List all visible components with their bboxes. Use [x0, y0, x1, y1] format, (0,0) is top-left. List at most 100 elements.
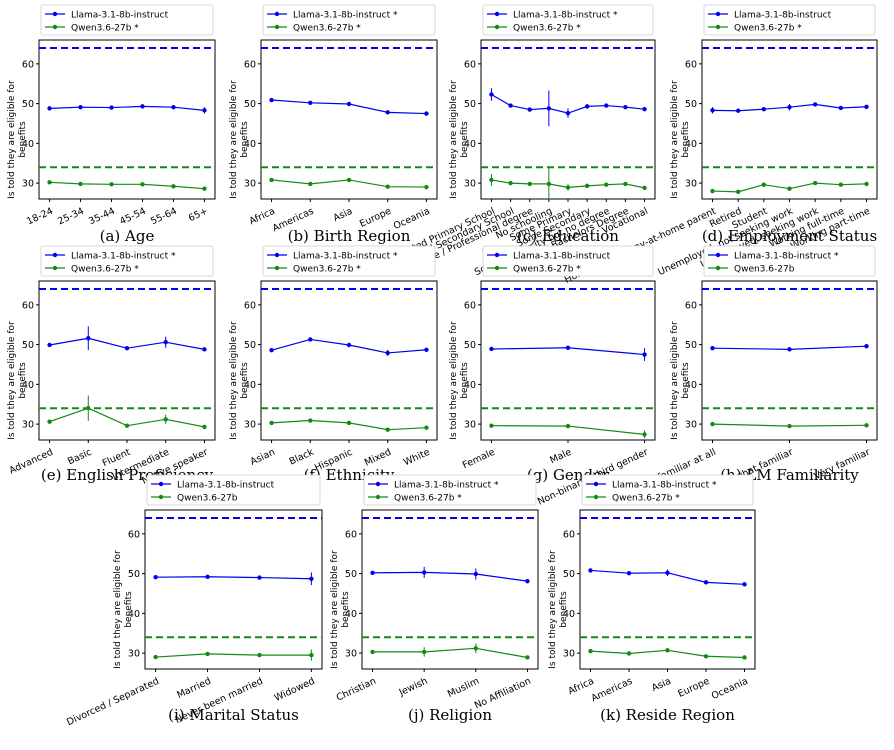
y-tick-label: 30 [464, 179, 476, 190]
y-axis-title: Is told they are eligible forbenefits [670, 80, 691, 199]
data-point [489, 92, 494, 97]
data-point [140, 104, 145, 109]
y-axis-title: Is told they are eligible forbenefits [7, 321, 28, 440]
data-point [703, 580, 709, 585]
data-point [864, 423, 869, 428]
y-tick-label: 50 [345, 569, 357, 580]
legend-marker [494, 11, 500, 17]
data-point [710, 345, 715, 351]
data-point [308, 100, 313, 106]
plot-frame [144, 509, 323, 670]
legend-box [703, 4, 876, 36]
y-axis-title-line: benefits [18, 362, 28, 399]
y-tick-label: 40 [244, 139, 256, 150]
legend-label: Qwen3.6-27b * [71, 264, 139, 274]
y-tick-label: 50 [563, 569, 575, 580]
data-point [153, 654, 158, 660]
data-point [489, 346, 494, 352]
y-axis-title-line: benefits [240, 121, 250, 158]
legend-marker [593, 494, 599, 500]
data-point [626, 571, 632, 576]
data-point [742, 582, 747, 587]
data-point [546, 106, 552, 111]
data-point [124, 423, 130, 428]
legend-label: Qwen3.6-27b * [71, 23, 139, 33]
y-tick-label: 30 [563, 649, 575, 660]
y-tick-label: 40 [563, 609, 575, 620]
y-tick-label: 50 [685, 99, 697, 110]
legend-marker [494, 252, 500, 258]
data-point [525, 578, 530, 584]
legend-marker [715, 24, 721, 30]
legend-box [482, 4, 654, 36]
data-point [489, 423, 494, 428]
data-point [309, 652, 314, 658]
legend-label: Llama-3.1-8b-instruct * [612, 480, 717, 490]
y-tick-label: 40 [345, 609, 357, 620]
data-point [421, 570, 427, 575]
legend-marker [274, 24, 280, 30]
y-axis-title-line: Is told they are eligible for [330, 550, 340, 669]
y-tick-label: 40 [128, 609, 140, 620]
plot-frame [38, 39, 216, 200]
data-point [604, 103, 609, 108]
data-point [623, 104, 628, 110]
data-point [761, 182, 767, 187]
legend-marker [158, 481, 164, 487]
y-axis-title-line: benefits [240, 362, 250, 399]
data-point [385, 110, 390, 115]
legend-label: Qwen3.6-27b * [293, 23, 361, 33]
data-point [527, 181, 532, 187]
data-point [309, 576, 314, 581]
chart-caption: (c) Education [517, 227, 619, 245]
y-axis-title: Is told they are eligible forbenefits [449, 80, 470, 199]
data-point [269, 420, 274, 426]
y-axis-title: Is told they are eligible forbenefits [113, 550, 134, 669]
data-point [171, 184, 176, 189]
y-tick-label: 50 [464, 340, 476, 351]
y-axis-title-line: Is told they are eligible for [449, 80, 459, 199]
data-point [508, 180, 513, 186]
data-point [109, 182, 114, 187]
data-point [205, 651, 210, 657]
data-point [424, 425, 429, 430]
y-tick-label: 40 [22, 139, 34, 150]
y-tick-label: 30 [685, 179, 697, 190]
data-point [812, 102, 818, 107]
y-axis-title-line: Is told they are eligible for [670, 321, 680, 440]
data-point [584, 183, 590, 189]
data-point [424, 347, 429, 352]
y-tick-label: 30 [244, 179, 256, 190]
data-point [787, 186, 792, 191]
legend-label: Llama-3.1-8b-instruct [177, 480, 275, 490]
y-axis-title: Is told they are eligible forbenefits [670, 321, 691, 440]
data-point [642, 432, 647, 437]
chart-caption: (h) LM Familiarity [720, 466, 859, 484]
data-point [588, 648, 593, 654]
data-point [308, 337, 313, 342]
y-tick-label: 60 [464, 300, 476, 311]
y-axis-title-line: Is told they are eligible for [670, 80, 680, 199]
legend-label: Llama-3.1-8b-instruct * [513, 10, 618, 20]
legend-box [581, 474, 754, 506]
data-point [202, 347, 207, 352]
data-point [838, 182, 844, 187]
data-point [787, 104, 792, 110]
legend-label: Llama-3.1-8b-instruct [71, 10, 169, 20]
data-point [346, 101, 352, 107]
y-tick-label: 60 [345, 529, 357, 540]
legend-label: Llama-3.1-8b-instruct [734, 10, 832, 20]
data-point [864, 181, 869, 187]
data-point [838, 105, 844, 111]
data-point [202, 108, 207, 113]
data-point [761, 106, 767, 112]
y-tick-label: 50 [22, 99, 34, 110]
y-axis-title-line: Is told they are eligible for [229, 80, 239, 199]
legend-label: Qwen3.6-27b * [513, 23, 581, 33]
y-tick-label: 60 [22, 59, 34, 70]
legend-marker [593, 481, 599, 487]
